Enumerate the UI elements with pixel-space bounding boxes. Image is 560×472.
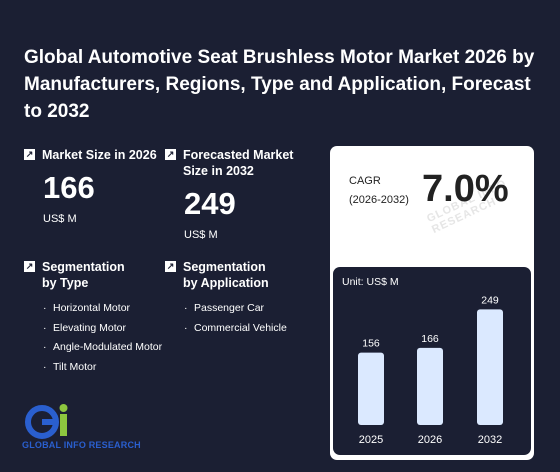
- bar-2025: [358, 352, 384, 425]
- list-item: Angle-Modulated Motor: [41, 338, 163, 358]
- x-tick-label: 2026: [418, 434, 442, 446]
- market-size-stat: ↗ Market Size in 2026 166 US$ M: [24, 147, 164, 225]
- forecast-size-label: Forecasted Market Size in 2032: [183, 148, 294, 178]
- list-item: Passenger Car: [182, 299, 304, 319]
- forecast-size-unit: US$ M: [184, 229, 218, 241]
- application-list: Passenger Car Commercial Vehicle: [182, 299, 305, 338]
- bar-chart: 156 2025 166 2026 249 2032: [358, 294, 503, 446]
- arrow-up-right-icon: ↗: [24, 149, 35, 160]
- bar-value-label: 249: [481, 294, 499, 306]
- logo-mark-icon: [25, 404, 68, 439]
- list-item: Commercial Vehicle: [182, 319, 304, 339]
- market-size-unit: US$ M: [43, 213, 77, 225]
- type-list: Horizontal Motor Elevating Motor Angle-M…: [41, 299, 164, 377]
- x-tick-label: 2032: [478, 434, 502, 446]
- cagr-value: 7.0%: [422, 168, 509, 210]
- segmentation-application: ↗ Segmentation by Application Passenger …: [165, 259, 305, 338]
- bar-2026: [417, 347, 443, 425]
- list-item: Elevating Motor: [41, 319, 163, 339]
- market-size-value: 166: [43, 170, 95, 205]
- page-title: Global Automotive Seat Brushless Motor M…: [24, 47, 535, 122]
- cagr-label: CAGR (2026-2032): [349, 172, 409, 210]
- cagr-card: GLOBAL INFO RESEARCH CAGR (2026-2032) 7.…: [330, 146, 534, 460]
- cagr-period: (2026-2032): [349, 194, 409, 206]
- list-item: Tilt Motor: [41, 358, 163, 378]
- arrow-up-right-icon: ↗: [165, 149, 176, 160]
- chart-unit-label: Unit: US$ M: [342, 276, 399, 288]
- logo-text: GLOBAL INFO RESEARCH: [22, 440, 141, 450]
- bar-value-label: 156: [362, 338, 380, 350]
- segmentation-type-label: Segmentation by Type: [42, 260, 125, 290]
- bar-2032: [477, 309, 503, 425]
- cagr-title: CAGR: [349, 175, 381, 187]
- bar-chart-panel: Unit: US$ M 156 2025 166 2026 249 2032: [333, 267, 531, 455]
- segmentation-type: ↗ Segmentation by Type Horizontal Motor …: [24, 259, 164, 377]
- forecast-size-stat: ↗ Forecasted Market Size in 2032 249 US$…: [165, 147, 305, 241]
- forecast-size-value: 249: [184, 186, 236, 221]
- x-tick-label: 2025: [359, 434, 383, 446]
- company-logo: GLOBAL INFO RESEARCH: [22, 404, 152, 454]
- segmentation-application-label: Segmentation by Application: [183, 260, 269, 290]
- arrow-up-right-icon: ↗: [24, 261, 35, 272]
- bar-value-label: 166: [421, 333, 439, 345]
- market-size-label: Market Size in 2026: [42, 148, 157, 162]
- list-item: Horizontal Motor: [41, 299, 163, 319]
- arrow-up-right-icon: ↗: [165, 261, 176, 272]
